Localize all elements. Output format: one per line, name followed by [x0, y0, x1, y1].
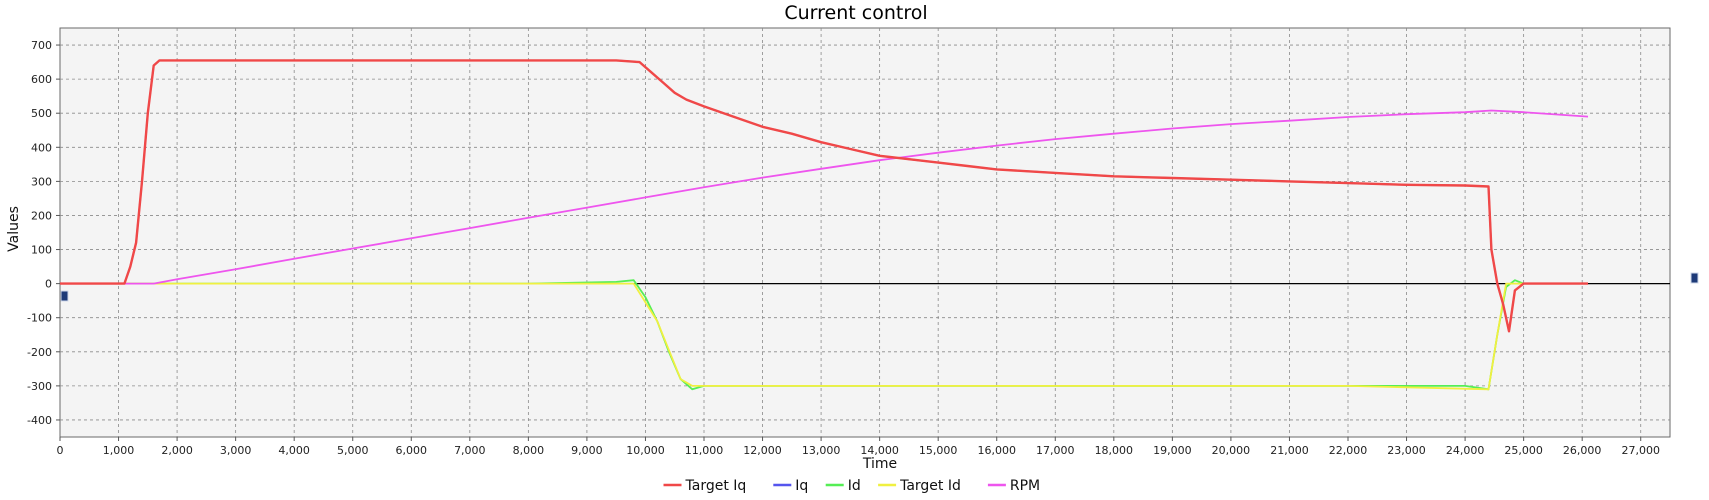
series-line-rpm: [60, 109, 1589, 285]
x-axis-title: Time: [862, 456, 897, 472]
legend-label-iq: Iq: [795, 478, 808, 494]
x-tick-label: 18,000: [1095, 444, 1134, 457]
y-tick-label: -200: [27, 346, 52, 359]
x-tick-label: 22,000: [1329, 444, 1368, 457]
y-tick-label: 300: [31, 175, 52, 188]
x-tick-label: 13,000: [802, 444, 841, 457]
legend-label-id: Id: [848, 478, 861, 494]
end-marker-icon[interactable]: [1690, 272, 1699, 284]
x-tick-label: 10,000: [626, 444, 665, 457]
series-line-target-iq: [60, 59, 1588, 333]
x-tick-label: 24,000: [1446, 444, 1485, 457]
chart-title: Current control: [784, 2, 927, 24]
series-lines: [60, 59, 1589, 391]
y-tick-label: 0: [45, 278, 52, 291]
y-tick-label: 100: [31, 244, 52, 257]
x-tick-label: 16,000: [977, 444, 1016, 457]
y-axis-title: Values: [6, 206, 22, 252]
legend: Target Iq Iq Id Target Id RPM: [663, 478, 1040, 494]
y-tick-label: -400: [27, 414, 52, 427]
y-tick-label: 500: [31, 107, 52, 120]
plot-area: [59, 27, 1671, 438]
series-line-target-id: [60, 282, 1588, 391]
x-tick-label: 8,000: [513, 444, 545, 457]
x-tick-label: 11,000: [685, 444, 724, 457]
x-tick-label: 4,000: [278, 444, 310, 457]
x-tick-label: 6,000: [396, 444, 428, 457]
x-tick-label: 3,000: [220, 444, 252, 457]
x-tick-label: 15,000: [919, 444, 958, 457]
y-tick-label: 600: [31, 73, 52, 86]
x-tick-label: 20,000: [1212, 444, 1251, 457]
x-tick-label: 7,000: [454, 444, 486, 457]
x-tick-label: 0: [57, 444, 64, 457]
x-tick-label: 21,000: [1270, 444, 1309, 457]
range-markers: [60, 272, 1699, 302]
x-tick-label: 17,000: [1036, 444, 1075, 457]
start-marker-icon[interactable]: [60, 290, 69, 302]
x-tick-label: 5,000: [337, 444, 369, 457]
legend-label-target-iq: Target Iq: [685, 478, 747, 494]
legend-label-rpm: RPM: [1010, 478, 1040, 494]
x-tick-label: 19,000: [1153, 444, 1192, 457]
x-tick-label: 2,000: [161, 444, 193, 457]
x-tick-label: 27,000: [1621, 444, 1660, 457]
y-tick-label: -300: [27, 380, 52, 393]
x-tick-label: 25,000: [1504, 444, 1543, 457]
legend-label-target-id: Target Id: [899, 478, 961, 494]
y-tick-label: 700: [31, 39, 52, 52]
x-tick-label: 12,000: [743, 444, 782, 457]
x-tick-label: 26,000: [1563, 444, 1602, 457]
x-tick-label: 14,000: [860, 444, 899, 457]
x-tick-label: 1,000: [103, 444, 135, 457]
y-tick-label: 400: [31, 141, 52, 154]
y-tick-label: 200: [31, 209, 52, 222]
x-tick-label: 9,000: [571, 444, 603, 457]
y-tick-label: -100: [27, 312, 52, 325]
x-tick-label: 23,000: [1387, 444, 1426, 457]
